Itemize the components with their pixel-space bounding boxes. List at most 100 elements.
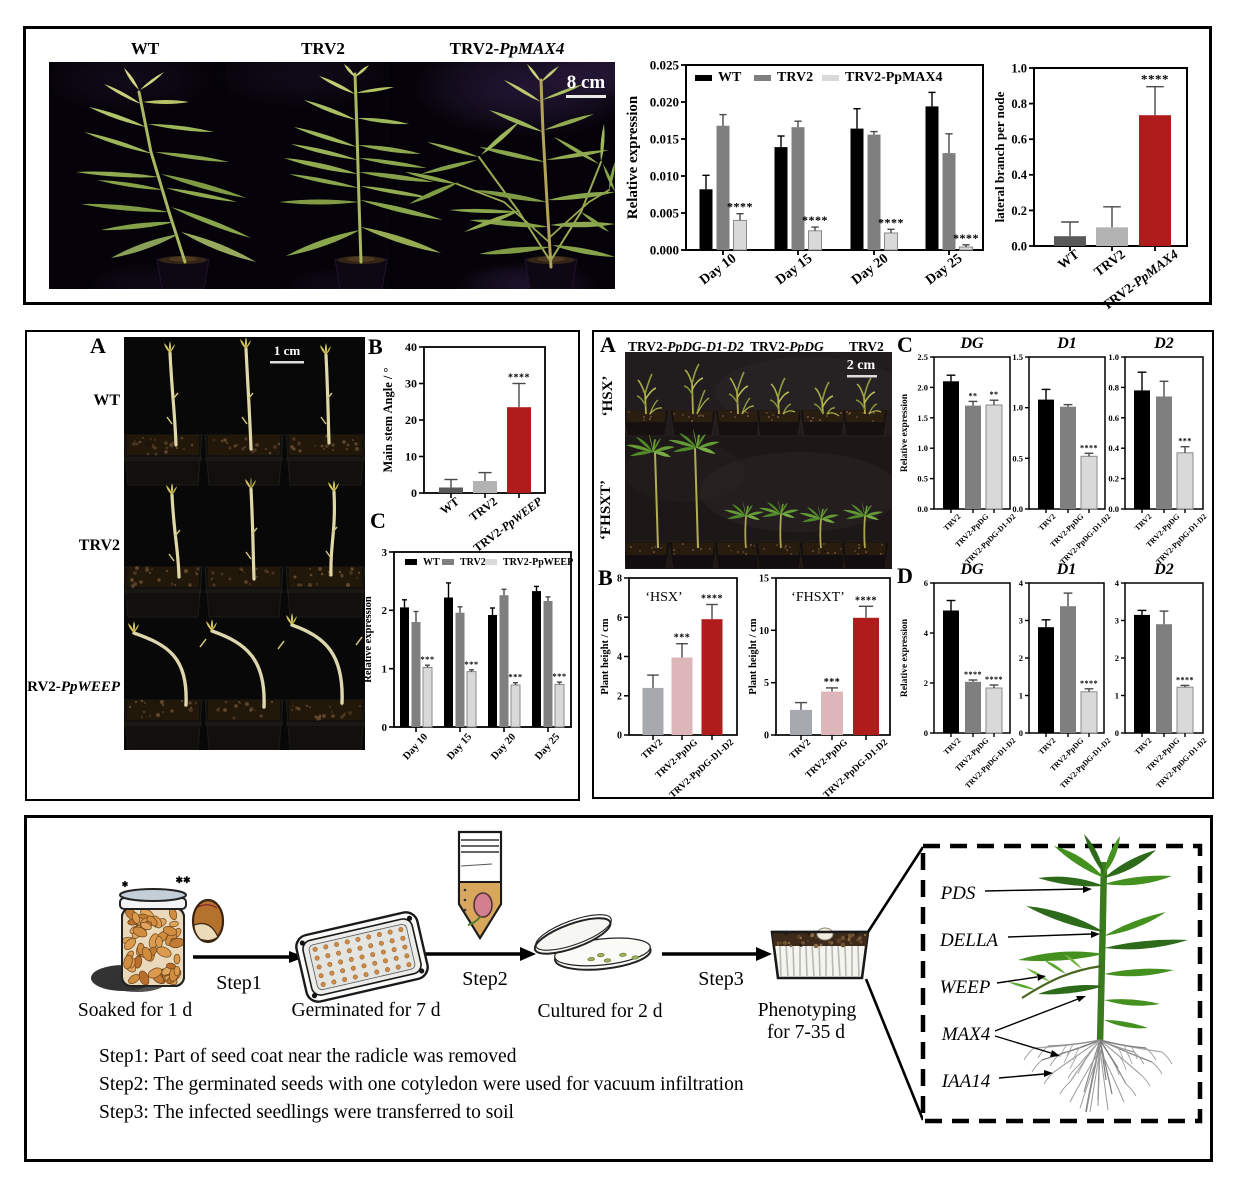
svg-text:0: 0	[617, 731, 622, 742]
svg-text:6: 6	[924, 578, 928, 588]
svg-text:***: ***	[552, 671, 566, 681]
svg-text:Step2: The germinated seeds wi: Step2: The germinated seeds with one cot…	[99, 1074, 744, 1095]
svg-text:TRV2: TRV2	[1037, 736, 1058, 757]
svg-text:0: 0	[411, 486, 417, 500]
svg-text:****: ****	[727, 200, 753, 214]
svg-text:WT: WT	[437, 494, 461, 517]
svg-text:0.6: 0.6	[1011, 133, 1027, 147]
svg-text:MAX4: MAX4	[941, 1024, 991, 1045]
svg-text:Soaked for 1 d: Soaked for 1 d	[78, 1000, 193, 1021]
svg-text:TRV2: TRV2	[467, 494, 500, 524]
svg-text:****: ****	[1176, 675, 1194, 684]
svg-text:WEEP: WEEP	[940, 977, 991, 998]
svg-text:3: 3	[1115, 615, 1119, 625]
svg-text:0.0: 0.0	[1011, 239, 1027, 253]
svg-text:‘FHSXT’: ‘FHSXT’	[791, 590, 845, 605]
svg-text:4: 4	[1115, 578, 1120, 588]
svg-text:0.010: 0.010	[650, 169, 679, 184]
svg-text:****: ****	[878, 215, 904, 229]
svg-text:TRV2: TRV2	[1133, 736, 1154, 757]
svg-text:10: 10	[759, 626, 769, 637]
svg-text:0.5: 0.5	[1012, 453, 1023, 463]
svg-text:1 cm: 1 cm	[274, 343, 301, 358]
svg-text:✱✱: ✱✱	[175, 875, 191, 885]
svg-text:****: ****	[802, 213, 828, 227]
svg-text:Cultured for 2 d: Cultured for 2 d	[537, 1001, 662, 1022]
svg-text:0.2: 0.2	[1011, 204, 1027, 218]
svg-text:1: 1	[1115, 690, 1119, 700]
svg-text:0.020: 0.020	[650, 95, 679, 110]
svg-text:1.0: 1.0	[1011, 61, 1027, 75]
svg-text:TRV2-PpWEEP: TRV2-PpWEEP	[503, 557, 573, 568]
svg-text:***: ***	[420, 654, 434, 664]
svg-text:TRV2: TRV2	[1037, 512, 1058, 533]
svg-text:Day 10: Day 10	[697, 251, 739, 288]
svg-text:1.5: 1.5	[1012, 352, 1023, 362]
svg-text:‘HSX’: ‘HSX’	[645, 590, 682, 605]
svg-text:3: 3	[382, 547, 388, 559]
svg-text:***: ***	[508, 672, 522, 682]
svg-text:****: ****	[1141, 72, 1169, 87]
svg-text:2: 2	[924, 678, 928, 688]
svg-text:Plant height / cm: Plant height / cm	[600, 618, 611, 694]
svg-text:TRV2-PpDG-D1-D2: TRV2-PpDG-D1-D2	[1154, 736, 1208, 790]
svg-text:Day 20: Day 20	[489, 732, 518, 763]
svg-text:****: ****	[855, 595, 877, 606]
svg-text:20: 20	[405, 413, 417, 427]
svg-text:Relative expression: Relative expression	[363, 596, 374, 683]
svg-text:0.005: 0.005	[650, 206, 680, 221]
svg-text:8 cm: 8 cm	[567, 72, 606, 93]
svg-text:TRV2: TRV2	[777, 70, 813, 85]
svg-text:6: 6	[617, 613, 622, 624]
svg-text:Day 25: Day 25	[923, 251, 965, 288]
svg-text:TRV2: TRV2	[1133, 512, 1154, 533]
svg-text:‘HSX’: ‘HSX’	[600, 376, 616, 417]
svg-text:2: 2	[617, 691, 622, 702]
svg-text:2: 2	[1115, 653, 1119, 663]
svg-text:1: 1	[382, 664, 388, 676]
svg-text:2 cm: 2 cm	[847, 358, 876, 373]
svg-text:15: 15	[759, 574, 769, 585]
svg-text:**: **	[990, 390, 999, 399]
svg-text:****: ****	[508, 373, 530, 384]
svg-text:0.6: 0.6	[1108, 413, 1119, 423]
svg-text:4: 4	[1019, 578, 1024, 588]
svg-text:for 7-35 d: for 7-35 d	[767, 1022, 845, 1043]
svg-text:0.0: 0.0	[917, 504, 928, 514]
svg-text:Relative expression: Relative expression	[900, 618, 910, 697]
svg-text:Step1: Part of seed coat near: Step1: Part of seed coat near the radicl…	[99, 1046, 517, 1067]
svg-text:****: ****	[964, 670, 982, 679]
svg-text:***: ***	[674, 633, 691, 644]
svg-text:0: 0	[382, 722, 388, 734]
svg-text:4: 4	[924, 628, 929, 638]
svg-text:Day 15: Day 15	[445, 732, 474, 763]
svg-text:Day 10: Day 10	[401, 732, 430, 763]
svg-text:****: ****	[1080, 443, 1098, 452]
svg-text:TRV2-PpDG-D1-D2: TRV2-PpDG-D1-D2	[668, 738, 736, 801]
svg-text:30: 30	[405, 377, 417, 391]
svg-text:****: ****	[953, 231, 979, 245]
svg-text:DG: DG	[959, 561, 984, 578]
svg-text:Main stem Angle / °: Main stem Angle / °	[381, 368, 395, 473]
svg-text:WT: WT	[423, 557, 440, 568]
svg-text:D1: D1	[1056, 335, 1077, 352]
svg-text:0.015: 0.015	[650, 132, 680, 147]
svg-text:0.0: 0.0	[1012, 504, 1023, 514]
svg-text:lateral branch per node: lateral branch per node	[992, 91, 1007, 222]
svg-text:0.4: 0.4	[1011, 168, 1027, 182]
svg-text:2: 2	[382, 605, 388, 617]
svg-text:0.2: 0.2	[1108, 474, 1119, 484]
svg-text:WT: WT	[718, 70, 742, 85]
svg-text:5: 5	[764, 678, 769, 689]
svg-text:1.0: 1.0	[917, 443, 928, 453]
svg-text:1.5: 1.5	[917, 413, 928, 423]
svg-text:0.8: 0.8	[1011, 97, 1027, 111]
svg-text:DG: DG	[959, 335, 984, 352]
svg-text:0.8: 0.8	[1108, 382, 1119, 392]
svg-text:0: 0	[924, 728, 928, 738]
svg-text:10: 10	[405, 450, 417, 464]
svg-text:1.0: 1.0	[1012, 403, 1023, 413]
svg-text:2.0: 2.0	[917, 382, 928, 392]
svg-text:Germinated for 7 d: Germinated for 7 d	[292, 1000, 441, 1021]
svg-text:0: 0	[764, 731, 769, 742]
